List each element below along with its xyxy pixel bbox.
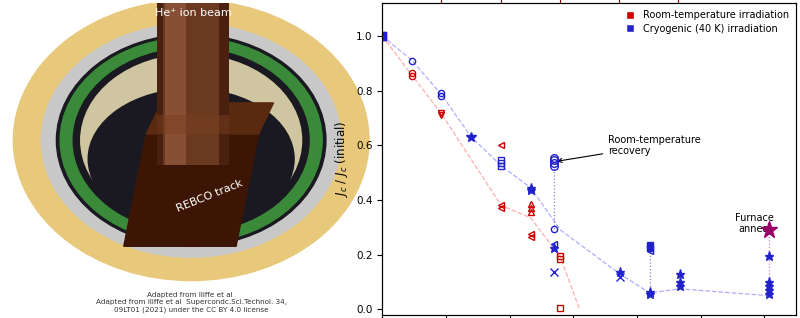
FancyBboxPatch shape: [158, 115, 229, 134]
Ellipse shape: [42, 24, 341, 257]
Ellipse shape: [57, 34, 326, 246]
Y-axis label: $J_c$ / $J_c$ (initial): $J_c$ / $J_c$ (initial): [334, 121, 350, 197]
Legend: Room‐temperature irradiation, Cryogenic (40 K) irradiation: Room‐temperature irradiation, Cryogenic …: [618, 8, 791, 36]
Text: 09LT01 (2021) under the CC BY 4.0 license: 09LT01 (2021) under the CC BY 4.0 licens…: [114, 307, 269, 313]
Ellipse shape: [14, 0, 369, 280]
Text: Room-temperature
recovery: Room-temperature recovery: [558, 135, 701, 162]
Polygon shape: [124, 134, 258, 246]
Text: REBCO track: REBCO track: [175, 178, 245, 214]
Ellipse shape: [74, 48, 309, 232]
Text: Adapted from Iliffe et al: Adapted from Iliffe et al: [147, 292, 235, 298]
FancyBboxPatch shape: [163, 0, 219, 165]
FancyBboxPatch shape: [158, 0, 229, 165]
FancyBboxPatch shape: [165, 0, 186, 165]
Ellipse shape: [81, 55, 302, 226]
Ellipse shape: [60, 38, 322, 243]
Text: He⁺ ion beam: He⁺ ion beam: [154, 8, 231, 18]
Text: Adapted from Iliffe et al  Supercondc.Sci.Technol. 34,: Adapted from Iliffe et al Supercondc.Sci…: [96, 300, 286, 306]
Ellipse shape: [88, 89, 294, 229]
Text: Furnace
anneal: Furnace anneal: [735, 212, 774, 234]
Polygon shape: [146, 103, 274, 134]
